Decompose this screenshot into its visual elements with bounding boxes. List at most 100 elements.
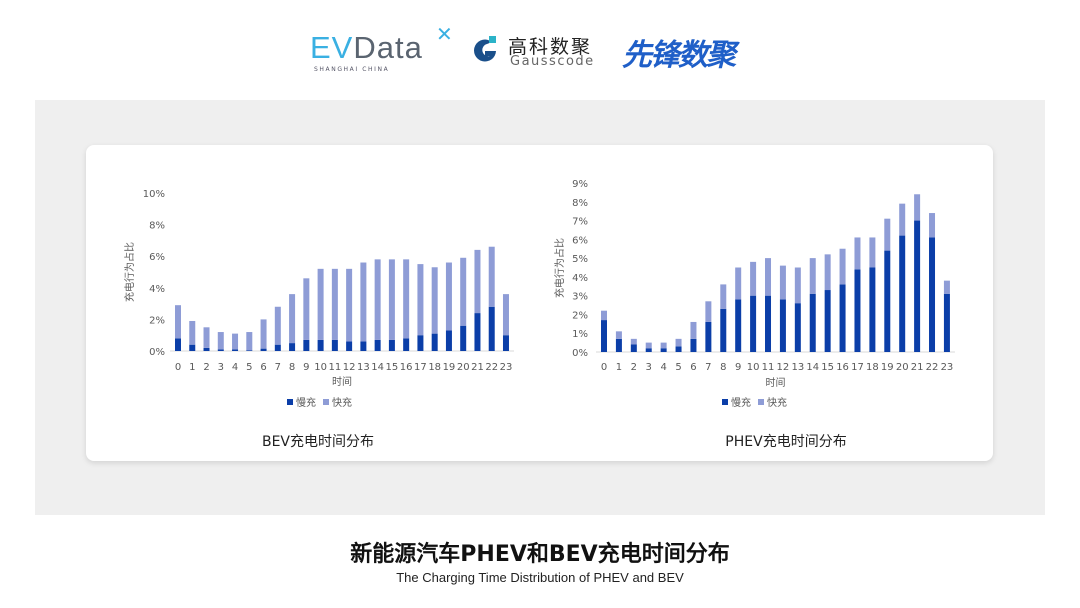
fast-charge-bar (331, 268, 338, 340)
x-tick-label: 4 (232, 362, 238, 373)
fast-charge-bar (445, 262, 452, 331)
fast-charge-bar (794, 267, 801, 304)
legend-swatch (722, 399, 728, 405)
slow-charge-bar (630, 344, 637, 352)
fast-charge-bar (899, 203, 906, 236)
fast-charge-bar (360, 262, 367, 342)
fast-charge-bar (303, 278, 310, 340)
legend-label: 慢充 (731, 396, 751, 409)
fast-charge-bar (189, 320, 196, 345)
logo-bar: EVData ✕ SHANGHAI CHINA 高科数聚 Gausscode 先锋… (0, 24, 1080, 76)
slow-charge-bar (824, 290, 831, 352)
slow-charge-bar (274, 344, 281, 351)
x-tick-label: 5 (246, 362, 252, 373)
legend-label: 慢充 (296, 396, 316, 409)
slow-charge-bar (601, 320, 607, 352)
y-tick-label: 0% (149, 347, 165, 358)
slow-charge-bar (705, 321, 712, 352)
y-tick-label: 10% (143, 189, 165, 200)
slow-charge-bar (189, 344, 196, 351)
slow-charge-bar (460, 325, 467, 351)
slow-charge-bar (735, 299, 742, 352)
fast-charge-bar (824, 254, 831, 291)
x-tick-label: 13 (357, 362, 370, 373)
fast-charge-bar (502, 294, 509, 336)
x-tick-label: 22 (926, 362, 939, 373)
x-tick-label: 17 (851, 362, 864, 373)
slow-charge-bar (720, 308, 727, 352)
x-tick-label: 14 (371, 362, 384, 373)
x-tick-label: 21 (471, 362, 484, 373)
slow-charge-bar (869, 267, 876, 352)
gausscode-logo-en: Gausscode (510, 54, 595, 69)
fast-charge-bar (630, 338, 637, 345)
slow-charge-bar (839, 284, 846, 352)
slow-charge-bar (809, 293, 816, 352)
y-tick-label: 0% (572, 348, 588, 359)
x-tick-label: 16 (836, 362, 849, 373)
x-axis-title: 时间 (332, 375, 352, 388)
slow-charge-bar (217, 349, 224, 351)
x-tick-label: 18 (866, 362, 879, 373)
slow-charge-bar (615, 338, 622, 352)
slow-charge-bar (675, 346, 682, 352)
xianfeng-logo: 先锋数聚 (622, 38, 736, 73)
x-tick-label: 8 (720, 362, 726, 373)
fast-charge-bar (601, 310, 607, 321)
fast-charge-bar (750, 261, 757, 296)
slow-charge-bar (929, 237, 936, 352)
slow-charge-bar (779, 299, 786, 352)
y-tick-label: 2% (572, 310, 588, 321)
fast-charge-bar (388, 259, 395, 340)
phev-chart: 0%1%2%3%4%5%6%7%8%9%0 1 2 3 4 5 6 7 8 9 10 11 12 13 14… (553, 179, 955, 409)
x-tick-label: 14 (806, 362, 819, 373)
fast-charge-bar (943, 280, 950, 294)
fast-charge-bar (929, 213, 936, 238)
slow-charge-bar (346, 341, 353, 351)
page-title: 新能源汽车PHEV和BEV充电时间分布 (350, 542, 730, 567)
legend-swatch (758, 399, 764, 405)
bev-chart: 0%2%4%6%8%10%0 1 2 3 4 5 6 7 8 9 10 11 12 13 14 15 16 17 1… (123, 189, 514, 409)
x-tick-label: 6 (260, 362, 266, 373)
x-tick-label: 23 (500, 362, 513, 373)
x-tick-label: 1 (616, 362, 622, 373)
legend-label: 快充 (332, 396, 352, 409)
fast-charge-bar (403, 259, 410, 339)
x-tick-label: 15 (386, 362, 399, 373)
x-tick-label: 22 (485, 362, 498, 373)
x-tick-label: 17 (414, 362, 427, 373)
slow-charge-bar (794, 303, 801, 352)
fast-charge-bar (488, 246, 495, 307)
fast-charge-bar (203, 327, 210, 348)
x-tick-label: 3 (218, 362, 224, 373)
x-tick-label: 20 (457, 362, 470, 373)
x-tick-label: 18 (428, 362, 441, 373)
fast-charge-bar (869, 237, 876, 268)
slow-charge-bar (317, 339, 324, 351)
x-tick-label: 7 (275, 362, 281, 373)
gausscode-logo-cn: 高科数聚 (508, 36, 593, 58)
fast-charge-bar (274, 306, 281, 345)
x-tick-label: 0 (601, 362, 607, 373)
slow-charge-bar (175, 338, 181, 351)
page-subtitle: The Charging Time Distribution of PHEV a… (396, 570, 684, 585)
fast-charge-bar (460, 257, 467, 326)
fast-charge-bar (660, 342, 667, 349)
slow-charge-bar (403, 338, 410, 351)
slow-charge-bar (374, 339, 381, 351)
x-tick-label: 9 (303, 362, 309, 373)
slow-charge-bar (943, 293, 950, 352)
slow-charge-bar (765, 295, 772, 352)
y-tick-label: 1% (572, 329, 588, 340)
y-tick-label: 6% (572, 235, 588, 246)
slow-charge-bar (232, 349, 239, 351)
slow-charge-bar (331, 339, 338, 351)
x-tick-label: 12 (343, 362, 356, 373)
slow-charge-bar (914, 220, 921, 352)
fast-charge-bar (765, 258, 772, 296)
y-tick-label: 6% (149, 252, 165, 263)
x-tick-label: 1 (189, 362, 195, 373)
fast-charge-bar (317, 268, 324, 340)
slow-charge-bar (246, 350, 253, 351)
x-tick-label: 20 (896, 362, 909, 373)
